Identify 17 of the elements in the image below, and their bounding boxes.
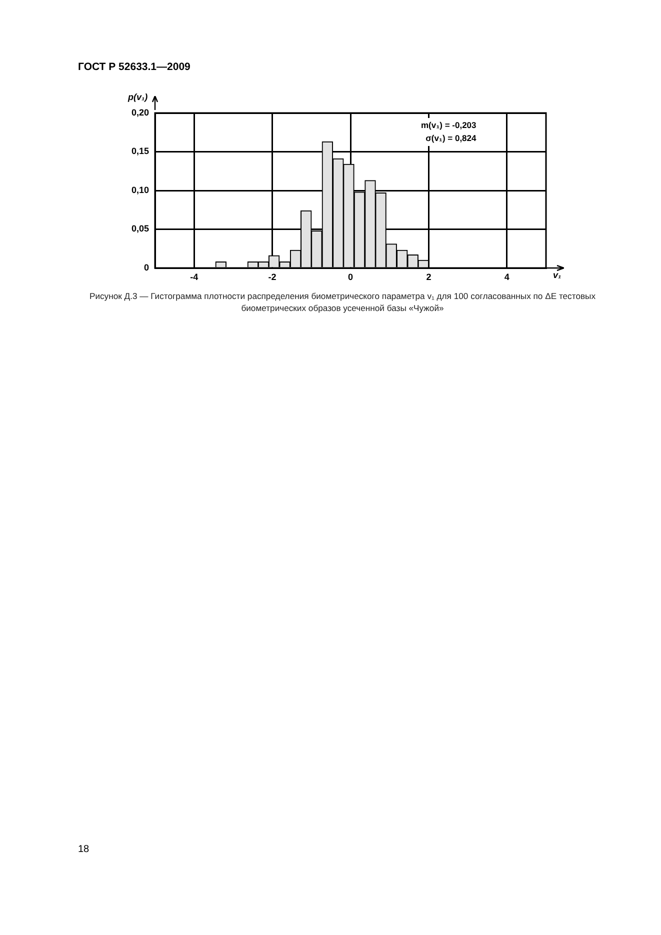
x-tick-label: 2	[426, 272, 432, 282]
y-tick-label: 0,20	[131, 107, 149, 118]
x-axis-title: v₁	[553, 270, 562, 280]
y-axis-title: p(v₁)	[128, 92, 148, 102]
annotation: σ(v₁) = 0,824	[426, 133, 476, 143]
y-tick-label: 0,10	[131, 184, 149, 195]
text: 18	[78, 844, 90, 855]
x-tick-label: -4	[190, 272, 198, 282]
x-tick-label: -2	[268, 272, 276, 282]
y-tick-label: 0,05	[131, 224, 149, 234]
x-tick-label: 4	[504, 272, 510, 282]
y-tick-label: 0,15	[131, 146, 149, 156]
text: Рисунок Д.3 — Гистограмма плотности распределения биометрического параметра v₁ для 100 согласованных по ΔE тестовых биометрических образов усеченной базы «Чужой»	[88, 290, 597, 314]
x-tick-label: 0	[348, 272, 354, 282]
y-tick-label: 0	[144, 262, 149, 272]
annotation: m(v₁) = -0,203	[421, 120, 476, 130]
text: ГОСТ Р 52633.1—2009	[78, 61, 190, 73]
